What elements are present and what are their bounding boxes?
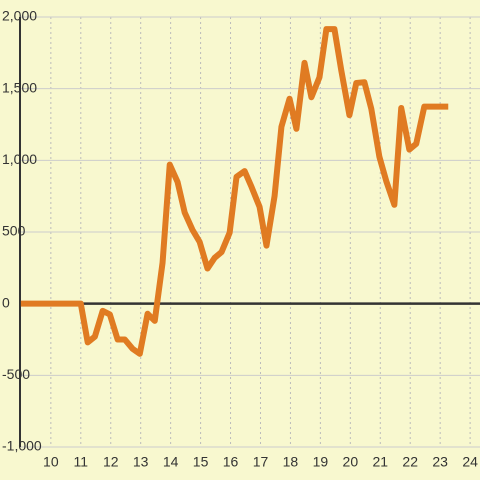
y-tick-label: 0 xyxy=(2,294,10,310)
x-tick-label: 17 xyxy=(253,454,269,470)
x-tick-label: 13 xyxy=(133,454,149,470)
x-tick-label: 10 xyxy=(43,454,59,470)
data-line xyxy=(20,26,449,357)
x-tick-label: 24 xyxy=(462,454,478,470)
x-tick-label: 23 xyxy=(432,454,448,470)
x-tick-label: 12 xyxy=(103,454,119,470)
x-tick-label: 18 xyxy=(283,454,299,470)
x-tick-label: 19 xyxy=(313,454,329,470)
x-tick-label: 14 xyxy=(163,454,179,470)
y-tick-label: -1,000 xyxy=(2,438,42,454)
y-tick-label: 500 xyxy=(2,223,26,239)
x-tick-label: 16 xyxy=(223,454,239,470)
x-tick-label: 11 xyxy=(74,454,89,470)
x-tick-label: 20 xyxy=(343,454,359,470)
y-tick-label: 2,000 xyxy=(2,8,37,24)
x-tick-label: 15 xyxy=(193,454,209,470)
x-tick-label: 22 xyxy=(402,454,418,470)
x-tick-label: 21 xyxy=(372,454,388,470)
y-tick-label: -500 xyxy=(2,366,30,382)
